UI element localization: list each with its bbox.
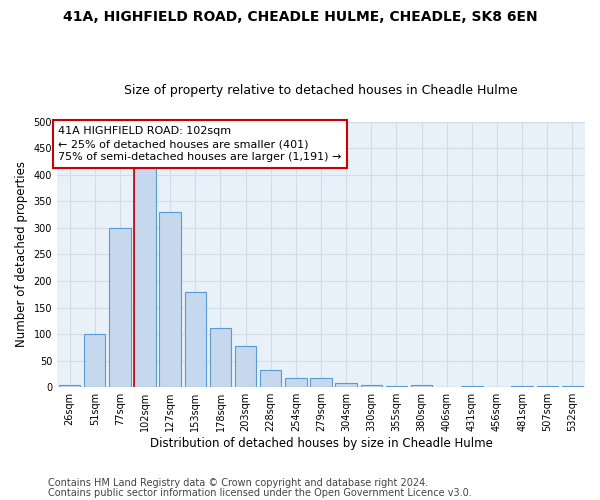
Bar: [361, 384, 382, 387]
Text: 41A HIGHFIELD ROAD: 102sqm
← 25% of detached houses are smaller (401)
75% of sem: 41A HIGHFIELD ROAD: 102sqm ← 25% of deta…: [58, 126, 341, 162]
Text: Contains HM Land Registry data © Crown copyright and database right 2024.: Contains HM Land Registry data © Crown c…: [48, 478, 428, 488]
X-axis label: Distribution of detached houses by size in Cheadle Hulme: Distribution of detached houses by size …: [149, 437, 493, 450]
Bar: [160, 212, 181, 387]
Y-axis label: Number of detached properties: Number of detached properties: [15, 162, 28, 348]
Bar: [235, 346, 256, 387]
Title: Size of property relative to detached houses in Cheadle Hulme: Size of property relative to detached ho…: [124, 84, 518, 97]
Bar: [562, 386, 583, 387]
Bar: [335, 383, 357, 387]
Bar: [185, 292, 206, 387]
Bar: [84, 334, 106, 387]
Bar: [134, 167, 156, 387]
Bar: [285, 378, 307, 387]
Bar: [511, 386, 533, 387]
Bar: [310, 378, 332, 387]
Bar: [210, 328, 231, 387]
Bar: [411, 384, 432, 387]
Text: 41A, HIGHFIELD ROAD, CHEADLE HULME, CHEADLE, SK8 6EN: 41A, HIGHFIELD ROAD, CHEADLE HULME, CHEA…: [62, 10, 538, 24]
Text: Contains public sector information licensed under the Open Government Licence v3: Contains public sector information licen…: [48, 488, 472, 498]
Bar: [461, 386, 482, 387]
Bar: [59, 385, 80, 387]
Bar: [109, 228, 131, 387]
Bar: [260, 370, 281, 387]
Bar: [536, 386, 558, 387]
Bar: [386, 386, 407, 387]
